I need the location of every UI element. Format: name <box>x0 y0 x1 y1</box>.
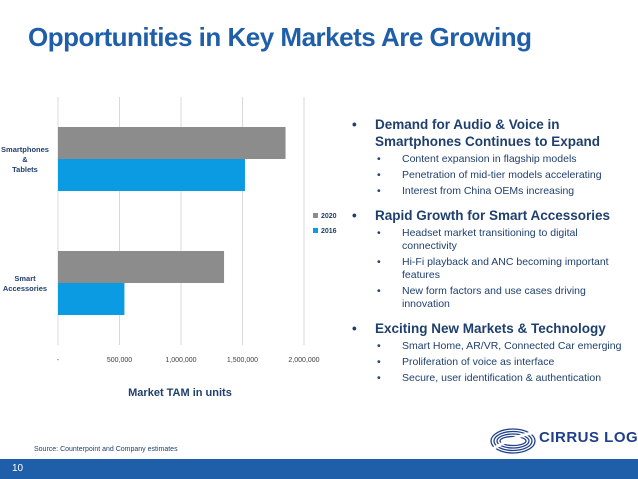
x-axis-label: Market TAM in units <box>128 387 232 399</box>
bar-2016 <box>58 283 125 315</box>
chart-bars <box>58 127 286 315</box>
category-label-line: Smartphones <box>1 145 49 154</box>
category-labels: Smartphones & Tablets Smart Accessories <box>1 145 49 293</box>
bullet-audio-voice: Demand for Audio & Voice in Smartphones … <box>352 116 632 150</box>
source-note: Source: Counterpoint and Company estimat… <box>34 446 178 453</box>
sub-bullet: Smart Home, AR/VR, Connected Car emergin… <box>352 340 632 353</box>
legend-swatch-2020 <box>313 213 318 218</box>
category-label-line: Accessories <box>3 284 47 293</box>
bullet-smart-accessories: Rapid Growth for Smart Accessories <box>352 207 632 224</box>
category-label-line: & <box>22 155 28 164</box>
sub-bullet: Proliferation of voice as interface <box>352 356 632 369</box>
logo-text: CIRRUS LOGIC® <box>539 429 638 446</box>
x-tick-labels: - 500,000 1,000,000 1,500,000 2,000,000 <box>57 357 320 364</box>
x-tick-label: 1,500,000 <box>227 357 258 364</box>
cirrus-logic-swoosh-icon <box>490 428 538 454</box>
category-label: Smartphones & Tablets <box>1 145 49 174</box>
x-tick-label: 2,000,000 <box>288 357 319 364</box>
sub-bullet: Headset market transitioning to digital … <box>352 227 632 253</box>
sub-bullet: Content expansion in flagship models <box>352 153 632 166</box>
x-tick-label: - <box>57 357 60 364</box>
bar-2020 <box>58 251 225 283</box>
sub-bullet: New form factors and use cases driving i… <box>352 285 632 311</box>
sub-bullet: Hi-Fi playback and ANC becoming importan… <box>352 256 632 282</box>
bullet-new-markets: Exciting New Markets & Technology <box>352 320 632 337</box>
bar-2020 <box>58 127 286 159</box>
legend-swatch-2016 <box>313 228 318 233</box>
x-tick-label: 500,000 <box>107 357 132 364</box>
legend-label-2020: 2020 <box>321 213 337 220</box>
chart-legend: 2020 2016 <box>313 213 337 235</box>
bullet-list: Demand for Audio & Voice in Smartphones … <box>352 110 632 385</box>
category-label-line: Smart <box>14 274 36 283</box>
legend-label-2016: 2016 <box>321 228 337 235</box>
category-label-line: Tablets <box>12 165 38 174</box>
sub-bullet: Secure, user identification & authentica… <box>352 372 632 385</box>
footer-bar: 10 <box>0 459 638 479</box>
bar-2016 <box>58 159 245 191</box>
category-label: Smart Accessories <box>3 274 47 293</box>
sub-bullet: Interest from China OEMs increasing <box>352 185 632 198</box>
bar-chart: - 500,000 1,000,000 1,500,000 2,000,000 Smar… <box>1 97 337 399</box>
slide-title: Opportunities in Key Markets Are Growing <box>28 22 532 52</box>
sub-bullet: Penetration of mid-tier models accelerat… <box>352 169 632 182</box>
page-number: 10 <box>12 463 24 474</box>
company-logo: CIRRUS LOGIC® <box>487 426 638 456</box>
x-tick-label: 1,000,000 <box>165 357 196 364</box>
